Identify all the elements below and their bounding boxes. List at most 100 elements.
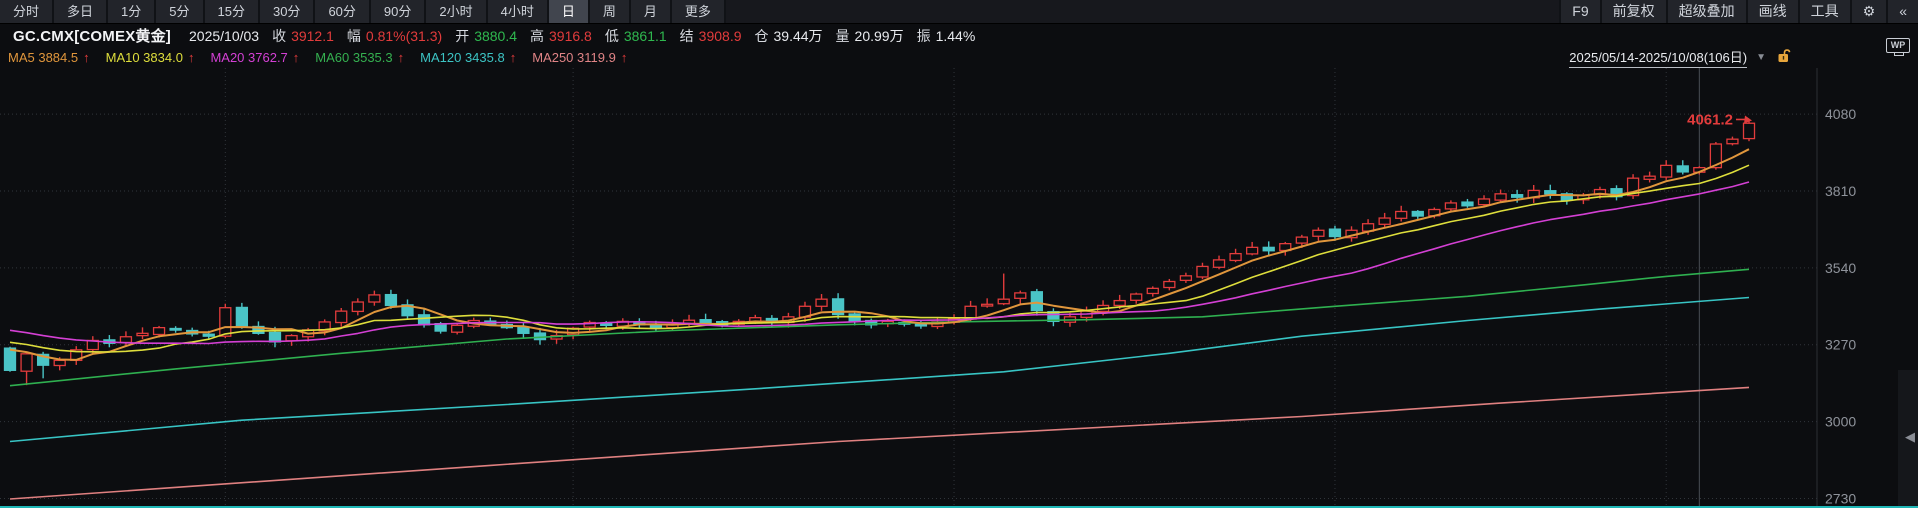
- period-tab[interactable]: 90分: [370, 0, 427, 23]
- quote-field: 收 3912.1: [272, 26, 334, 46]
- ma-name-value: MA10 3834.0: [105, 49, 183, 65]
- quote-field-value: 3908.9: [698, 27, 742, 44]
- wp-monitor-icon[interactable]: WP: [1886, 38, 1912, 60]
- unlock-icon[interactable]: [1776, 48, 1792, 67]
- ma-legend-item: MA5 3884.5 ↑: [8, 50, 90, 65]
- wp-monitor-stand: [1894, 53, 1904, 56]
- quote-field: 仓 39.44万: [755, 26, 823, 46]
- up-arrow-icon: ↑: [397, 49, 405, 65]
- quote-field-label: 低: [604, 27, 619, 44]
- up-arrow-icon: ↑: [620, 49, 628, 65]
- ma-line-ma60: [9, 268, 1750, 387]
- period-tab[interactable]: 更多: [671, 0, 726, 23]
- quote-field-label: 高: [530, 27, 545, 44]
- up-arrow-icon: ↑: [292, 49, 300, 65]
- svg-text:3810: 3810: [1825, 183, 1856, 199]
- svg-text:3270: 3270: [1825, 337, 1856, 353]
- toolbar-button[interactable]: 超级叠加: [1665, 0, 1746, 23]
- quote-field: 开 3880.4: [455, 26, 517, 46]
- period-tab[interactable]: 周: [589, 0, 631, 23]
- toolbar-button[interactable]: 画线: [1745, 0, 1798, 23]
- period-tab[interactable]: 日: [548, 0, 590, 23]
- period-tab[interactable]: 15分: [204, 0, 260, 23]
- svg-text:3000: 3000: [1825, 414, 1856, 430]
- last-price-label: 4061.2: [1687, 111, 1753, 128]
- quote-field-label: 开: [455, 27, 470, 44]
- quote-field-label: 收: [272, 27, 287, 44]
- ma-name-value: MA250 3119.9: [532, 49, 616, 65]
- gear-icon[interactable]: ⚙: [1849, 0, 1887, 23]
- period-tab[interactable]: 5分: [156, 0, 205, 23]
- ma-legend-item: MA250 3119.9 ↑: [532, 50, 627, 65]
- period-tab[interactable]: 4小时: [487, 0, 549, 23]
- ma-legend-item: MA20 3762.7 ↑: [210, 50, 299, 65]
- chevron-down-icon[interactable]: ▼: [1756, 51, 1766, 63]
- right-scrollbar[interactable]: [1898, 370, 1918, 508]
- gridlines: [0, 68, 1818, 508]
- period-toolbar: 分时 多日 1分 5分 15分 30分 60分 90分 2小时 4小时日周月更多 F9 前复权 超级叠…: [0, 0, 1918, 24]
- ma-line-ma10: [9, 164, 1750, 353]
- quote-field-value: 20.99万: [854, 27, 904, 44]
- ma-lines: [9, 148, 1750, 500]
- svg-text:3540: 3540: [1825, 260, 1856, 276]
- quote-field-label: 幅: [346, 27, 361, 44]
- toolbar-spacer: [726, 0, 1559, 23]
- quote-field-value: 1.44%: [935, 27, 976, 44]
- period-tab[interactable]: 60分: [315, 0, 371, 23]
- quote-field-value: 0.81%(31.3): [365, 27, 443, 44]
- quote-field-value: 3861.1: [623, 27, 667, 44]
- quote-field: 结 3908.9: [680, 26, 742, 46]
- svg-text:4080: 4080: [1825, 106, 1856, 122]
- up-arrow-icon: ↑: [187, 49, 195, 65]
- quote-field-label: 结: [679, 27, 694, 44]
- quote-field-label: 量: [835, 27, 850, 44]
- ma-name-value: MA60 3535.3: [315, 49, 393, 65]
- chart-canvas[interactable]: 4080 3810 3540 3270 3000 2730 4061.2: [0, 68, 1918, 508]
- quote-field-label: 振: [916, 27, 931, 44]
- period-tab[interactable]: 分时: [0, 0, 55, 23]
- svg-text:2730: 2730: [1825, 490, 1856, 506]
- quote-field: 低 3861.1: [605, 26, 667, 46]
- scroll-left-arrow-icon[interactable]: ◀: [1905, 429, 1915, 444]
- up-arrow-icon: ↑: [83, 49, 90, 65]
- quote-field-value: 2025/10/03: [189, 27, 260, 44]
- ma-line-ma120: [9, 296, 1750, 443]
- quote-field-label: 仓: [754, 27, 769, 44]
- quote-field-value: GC.CMX[COMEX黄金]: [13, 28, 171, 45]
- candles: [3, 119, 1756, 386]
- axis-labels: 4080 3810 3540 3270 3000 2730: [1825, 106, 1856, 506]
- quote-bar: GC.CMX[COMEX黄金] 2025/10/03 收 3912.1 幅 0.…: [0, 25, 1918, 46]
- period-tab[interactable]: 2小时: [426, 0, 488, 23]
- period-tab[interactable]: 1分: [108, 0, 157, 23]
- quote-field: 幅 0.81%(31.3): [347, 26, 442, 46]
- ma-name-value: MA5 3884.5: [8, 49, 79, 65]
- candlestick-chart[interactable]: 4080 3810 3540 3270 3000 2730 4061.2: [0, 68, 1918, 508]
- ma-legend-item: MA10 3834.0 ↑: [106, 50, 195, 65]
- quote-field-value: 39.44万: [773, 27, 823, 44]
- period-tab[interactable]: 30分: [259, 0, 316, 23]
- wp-monitor-label: WP: [1886, 38, 1910, 53]
- toolbar-button[interactable]: 工具: [1797, 0, 1850, 23]
- period-tab[interactable]: 月: [630, 0, 672, 23]
- up-arrow-icon: ↑: [509, 49, 517, 65]
- ma-name-value: MA20 3762.7: [210, 49, 288, 65]
- quote-field: 振 1.44%: [917, 26, 976, 46]
- quote-field-value: 3880.4: [474, 27, 518, 44]
- quote-field-value: 3916.8: [549, 27, 592, 44]
- quote-field: GC.CMX[COMEX黄金]: [8, 25, 171, 46]
- toolbar-button[interactable]: F9: [1559, 0, 1600, 23]
- toolbar-button[interactable]: 前复权: [1599, 0, 1666, 23]
- ma-legend: MA5 3884.5 ↑ MA10 3834.0 ↑ MA20 3762.7 ↑ MA…: [0, 46, 1918, 68]
- ma-legend-item: MA120 3435.8 ↑: [420, 50, 516, 65]
- quote-field: 高 3916.8: [530, 26, 592, 46]
- ma-line-ma250: [9, 386, 1750, 500]
- date-range-control[interactable]: 2025/05/14-2025/10/08(106日) ▼: [1569, 46, 1792, 68]
- period-tab[interactable]: 多日: [54, 0, 109, 23]
- quote-field-value: 3912.1: [291, 27, 334, 44]
- pane-divider: [0, 506, 1918, 508]
- collapse-icon[interactable]: «: [1886, 0, 1918, 23]
- ma-legend-item: MA60 3535.3 ↑: [315, 50, 404, 65]
- ma-line-ma20: [9, 181, 1750, 345]
- date-range-label[interactable]: 2025/05/14-2025/10/08(106日): [1569, 47, 1748, 68]
